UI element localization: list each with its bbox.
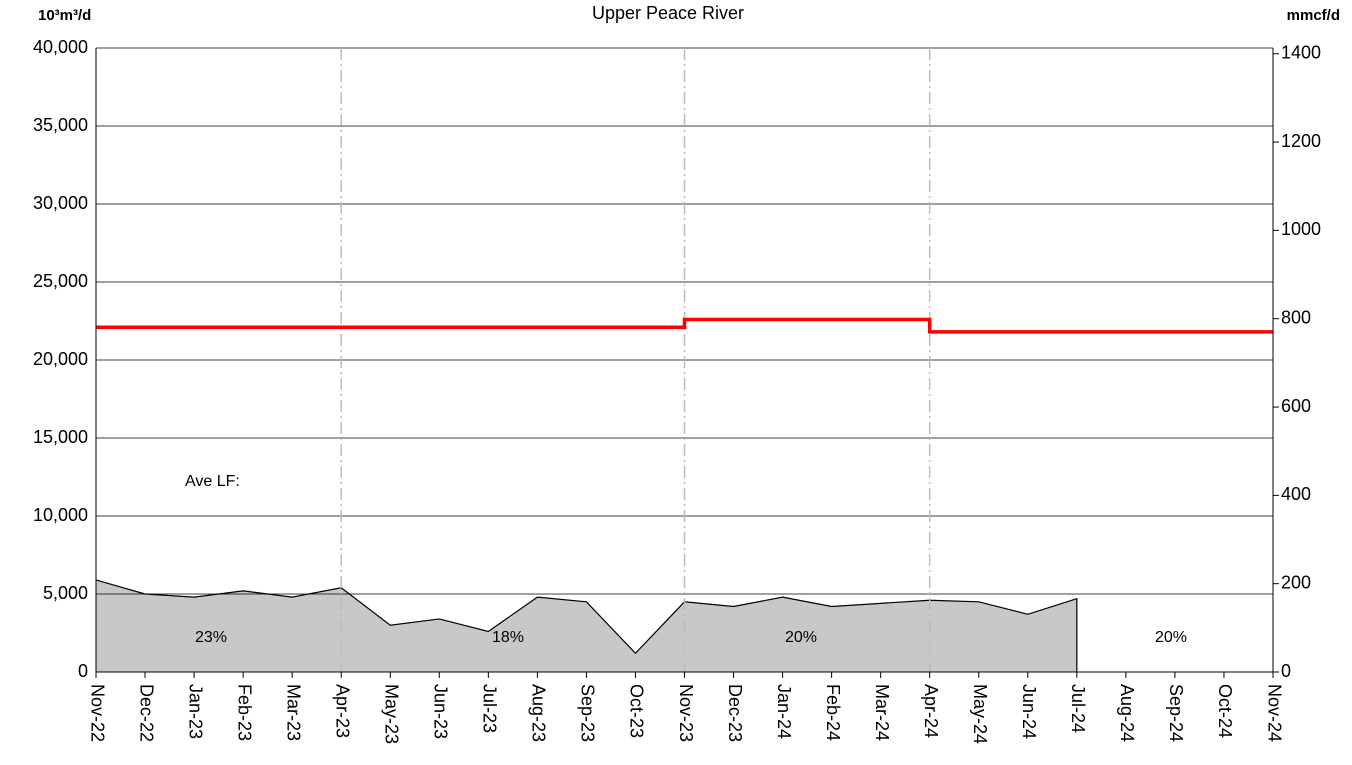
y-axis-label: 10³m³/d [38, 7, 91, 24]
y2-tick-label: 1000 [1281, 219, 1321, 239]
x-tick-label: Oct-23 [627, 684, 647, 738]
x-tick-label: Jan-24 [774, 684, 794, 739]
step-line [96, 317, 1273, 334]
chart-title: Upper Peace River [592, 3, 744, 23]
annotation: 23% [195, 629, 227, 646]
y2-tick-label: 600 [1281, 396, 1311, 416]
y-tick-label: 35,000 [33, 115, 88, 135]
x-tick-label: Aug-23 [529, 684, 549, 742]
x-tick-label: Sep-24 [1166, 684, 1186, 742]
y-tick-label: 20,000 [33, 349, 88, 369]
annotation: 20% [785, 629, 817, 646]
y-tick-label: 5,000 [43, 583, 88, 603]
x-tick-label: Nov-24 [1264, 684, 1284, 742]
annotation: Ave LF: [185, 473, 240, 490]
y2-tick-label: 200 [1281, 572, 1311, 592]
x-tick-label: May-24 [970, 684, 990, 744]
x-tick-label: Apr-23 [332, 684, 352, 738]
y-tick-label: 10,000 [33, 505, 88, 525]
x-tick-label: Nov-23 [676, 684, 696, 742]
annotation: 18% [492, 629, 524, 646]
x-tick-label: Jul-23 [480, 684, 500, 733]
x-tick-label: Jul-24 [1068, 684, 1088, 733]
x-tick-label: May-23 [382, 684, 402, 744]
annotation: 20% [1155, 629, 1187, 646]
x-tick-label: Oct-24 [1215, 684, 1235, 738]
x-tick-label: Feb-23 [234, 684, 254, 741]
x-tick-label: Dec-22 [136, 684, 156, 742]
y2-tick-label: 800 [1281, 307, 1311, 327]
y-tick-label: 25,000 [33, 271, 88, 291]
y2-tick-label: 1200 [1281, 131, 1321, 151]
x-tick-label: Apr-24 [921, 684, 941, 738]
y-tick-label: 30,000 [33, 193, 88, 213]
y-tick-label: 15,000 [33, 427, 88, 447]
x-tick-label: Jun-23 [431, 684, 451, 739]
x-tick-label: Mar-23 [283, 684, 303, 741]
x-tick-label: Nov-22 [87, 684, 107, 742]
y-tick-label: 40,000 [33, 37, 88, 57]
y2-tick-label: 0 [1281, 661, 1291, 681]
x-tick-label: Mar-24 [872, 684, 892, 741]
x-tick-label: Jan-23 [185, 684, 205, 739]
y-tick-label: 0 [78, 661, 88, 681]
y2-tick-label: 400 [1281, 484, 1311, 504]
y2-axis-label: mmcf/d [1287, 7, 1340, 24]
x-tick-label: Jun-24 [1019, 684, 1039, 739]
x-tick-label: Aug-24 [1117, 684, 1137, 742]
x-tick-label: Dec-23 [725, 684, 745, 742]
y2-tick-label: 1400 [1281, 42, 1321, 62]
x-tick-label: Sep-23 [578, 684, 598, 742]
x-tick-label: Feb-24 [823, 684, 843, 741]
